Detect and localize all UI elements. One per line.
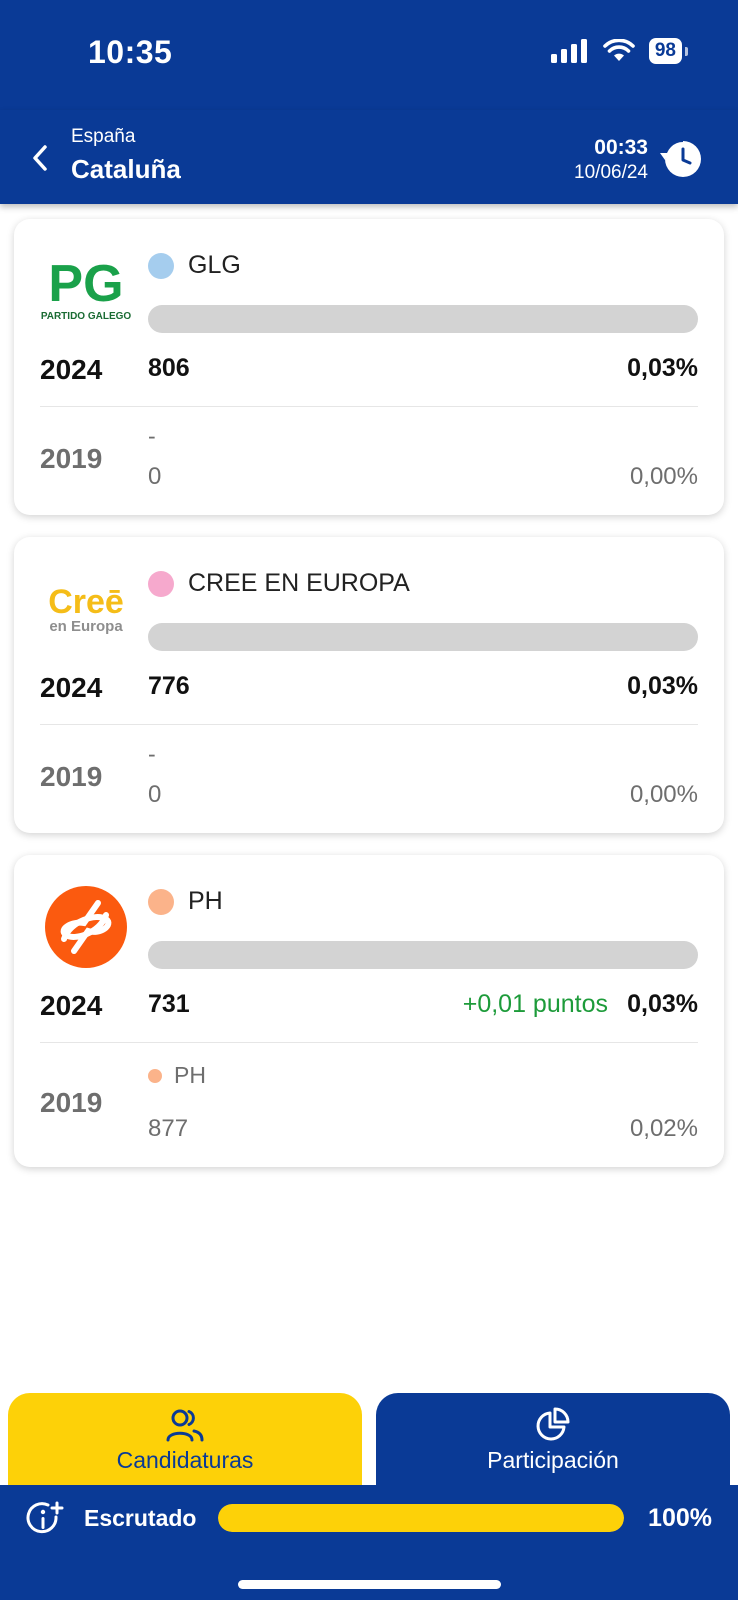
party-logo-pg: PG PARTIDO GALEGO: [40, 239, 132, 331]
year-current: 2024: [40, 354, 103, 385]
tab-candidaturas-label: Candidaturas: [116, 1447, 254, 1473]
logo-caption: en Europa: [49, 618, 123, 635]
percent-current: 0,03%: [627, 354, 698, 382]
history-clock-icon: [660, 140, 701, 177]
percent-previous: 0,02%: [629, 1115, 698, 1142]
update-date: 10/06/24: [574, 162, 648, 183]
year-current: 2024: [40, 990, 103, 1021]
previous-party-dot: [148, 1069, 162, 1083]
status-icons: 98: [550, 38, 689, 64]
votes-previous: 877: [148, 1115, 189, 1142]
divider: [40, 724, 698, 725]
wifi-icon: [603, 39, 635, 61]
percent-current: 0,03%: [627, 672, 698, 700]
candidate-card-ph[interactable]: PH 2024 731 +0,01 puntos 0,03% 2019 PH 8…: [14, 855, 724, 1167]
page-title: Cataluña: [71, 154, 181, 184]
party-logo-cree: Creē en Europa: [40, 557, 132, 649]
party-name: PH: [188, 887, 223, 915]
divider: [40, 1042, 698, 1043]
logo-text: Creē: [48, 583, 124, 621]
votes-current: 776: [148, 672, 190, 700]
percent-current: 0,03%: [627, 990, 698, 1018]
previous-party: -: [148, 423, 156, 449]
tab-participacion-label: Participación: [487, 1447, 619, 1473]
party-name: CREE EN EUROPA: [188, 569, 410, 597]
votes-previous: 0: [148, 781, 162, 808]
users-icon: [166, 1409, 204, 1442]
scrutiny-percent: 100%: [648, 1504, 712, 1532]
vote-share-bar: [148, 941, 698, 969]
tab-candidaturas[interactable]: Candidaturas: [8, 1393, 362, 1485]
header: España Cataluña 00:33 10/06/24: [0, 110, 738, 204]
divider: [40, 406, 698, 407]
votes-current: 731: [148, 990, 190, 1018]
breadcrumb-parent[interactable]: España: [71, 126, 136, 147]
party-logo-ph: [40, 881, 132, 973]
previous-party: PH: [174, 1062, 206, 1088]
update-time: 00:33: [594, 136, 648, 159]
home-indicator[interactable]: [238, 1580, 501, 1589]
party-color-dot: [148, 571, 174, 597]
candidate-card-cree[interactable]: Creē en Europa CREE EN EUROPA 2024 776 0…: [14, 537, 724, 833]
footer-scrutiny: Escrutado 100%: [0, 1485, 738, 1600]
previous-party: -: [148, 741, 156, 767]
status-time: 10:35: [88, 34, 173, 70]
pie-chart-icon: [536, 1407, 570, 1441]
status-bar: 10:35 98: [0, 0, 738, 110]
votes-previous: 0: [148, 463, 162, 490]
scrutiny-progress-fill: [218, 1504, 624, 1532]
delta-points: +0,01 puntos: [462, 990, 608, 1018]
party-color-dot: [148, 253, 174, 279]
year-previous: 2019: [40, 1087, 103, 1118]
logo-text: PG: [48, 255, 123, 313]
year-current: 2024: [40, 672, 103, 703]
vote-share-bar: [148, 305, 698, 333]
back-button[interactable]: [24, 138, 56, 178]
percent-previous: 0,00%: [629, 781, 698, 808]
year-previous: 2019: [40, 761, 103, 792]
party-color-dot: [148, 889, 174, 915]
scrutiny-label: Escrutado: [84, 1505, 197, 1531]
signal-icon: [550, 39, 587, 63]
scrutiny-progress-bar: [218, 1504, 624, 1532]
info-plus-button[interactable]: [26, 1501, 64, 1537]
logo-caption: PARTIDO GALEGO: [41, 311, 132, 322]
votes-current: 806: [148, 354, 190, 382]
percent-previous: 0,00%: [629, 463, 698, 490]
vote-share-bar: [148, 623, 698, 651]
year-previous: 2019: [40, 443, 103, 474]
party-name: GLG: [188, 251, 241, 279]
info-plus-icon: [26, 1501, 64, 1534]
candidate-card-glg[interactable]: PG PARTIDO GALEGO GLG 2024 806 0,03% 201…: [14, 219, 724, 515]
chevron-left-icon: [33, 145, 47, 171]
history-button[interactable]: [658, 136, 704, 182]
battery-icon: 98: [648, 38, 689, 64]
tab-participacion[interactable]: Participación: [376, 1393, 730, 1485]
